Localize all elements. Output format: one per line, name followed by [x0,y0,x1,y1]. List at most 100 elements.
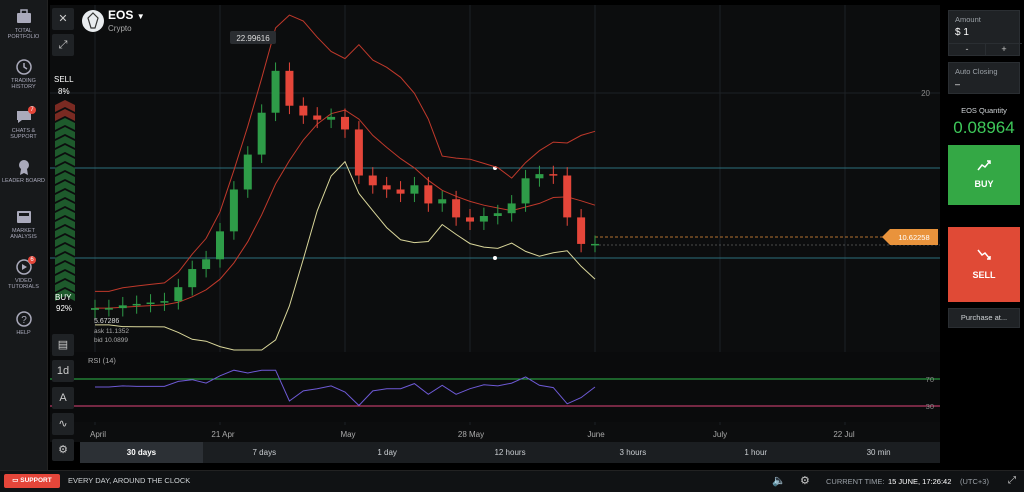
buy-sentiment-percent: 92% [56,304,73,313]
fullscreen-icon[interactable]: ⤢ [1008,475,1016,486]
x-axis-label: May [340,430,355,439]
candle-body [410,185,419,194]
candle-body [563,175,572,218]
sentiment-chevron [55,163,75,175]
sentiment-chevron [55,127,75,139]
candle-body [507,203,516,214]
timeframe-bar: 30 days 7 days 1 day 12 hours 3 hours 1 … [80,442,940,463]
candle-body [243,154,252,190]
sentiment-chevron [55,208,75,220]
candle-body [591,243,599,246]
timeframe-3-hours[interactable]: 3 hours [619,448,647,457]
candle-body [118,305,127,309]
buy-button[interactable]: BUY [948,145,1020,205]
sidebar-item-leaderboard[interactable]: LEADER BOARD [0,158,47,184]
sound-icon[interactable]: 🔈 [772,475,786,487]
close-button[interactable]: ✕ [52,8,74,30]
sentiment-chevron [55,100,75,112]
candle-body [452,199,461,218]
sidebar-item-analysis[interactable]: MARKET ANALYSIS [0,208,47,240]
candle-body [160,301,169,303]
sentiment-chevron [55,109,75,121]
timeframe-7-days[interactable]: 7 days [252,448,277,457]
candle-body [479,216,488,222]
expand-icon[interactable]: ⤢ [52,34,74,56]
amount-increase-button[interactable]: + [985,43,1022,56]
video-icon [15,259,32,275]
timeframe-button[interactable]: 1d [52,360,74,382]
candle-body [146,302,155,305]
candle-body [132,303,141,306]
chart-type-icon[interactable]: ▤ [52,334,74,356]
auto-closing-label: Auto Closing [955,67,998,76]
sidebar-item-portfolio[interactable]: TOTAL PORTFOLIO [0,8,47,40]
low-price-label: 5.67286 [94,318,119,325]
candle-body [466,217,474,222]
status-bar: ▭ SUPPORT EVERY DAY, AROUND THE CLOCK 🔈 … [0,470,1024,492]
indicators-icon[interactable]: A [52,387,74,409]
quantity-label: EOS Quantity [961,106,1007,115]
amount-box: Amount $ 1 - + [948,10,1022,56]
sidebar-item-chats[interactable]: 7 CHATS & SUPPORT [0,106,47,140]
video-badge: 6 [28,256,36,264]
rsi-panel [50,352,940,422]
sentiment-chevron [55,154,75,166]
sentiment-chevron [55,118,75,130]
price-chart[interactable]: 22.99616 5.67286 ask 11.1352 bid 10.0899 20 1… [50,5,940,442]
rsi-level-70: 70 [926,375,934,384]
auto-closing-box[interactable]: Auto Closing – [948,62,1020,94]
support-tagline: EVERY DAY, AROUND THE CLOCK [68,476,191,485]
asset-selector[interactable]: EOS ▼ [108,8,145,22]
candle-body [577,217,586,244]
amount-input[interactable]: $ 1 [955,27,969,38]
current-time-label: CURRENT TIME: [826,477,885,486]
sentiment-chevron [55,226,75,238]
drawing-tools-icon[interactable]: ∿ [52,413,74,435]
support-label: SUPPORT [20,477,52,484]
support-button[interactable]: ▭ SUPPORT [4,474,60,488]
sidebar-item-label: VIDEO TUTORIALS [8,278,39,290]
analysis-icon [16,211,31,223]
rsi-line [95,369,596,407]
candle-body [229,189,238,232]
purchase-at-button[interactable]: Purchase at... [948,308,1020,328]
sentiment-chevron [55,190,75,202]
candle-body [285,70,294,106]
candle-body [174,287,183,302]
asset-name: EOS [108,8,134,22]
sell-button[interactable]: SELL [948,227,1020,302]
sidebar-item-video[interactable]: 6 VIDEO TUTORIALS [0,256,47,290]
current-time-value: 15 JUNE, 17:26:42 [888,477,952,486]
timezone-label: (UTC+3) [960,477,989,486]
sidebar-item-help[interactable]: ? HELP [0,310,47,336]
svg-text:?: ? [21,315,27,326]
timeframe-1-day[interactable]: 1 day [377,448,397,457]
sidebar-item-label: TOTAL PORTFOLIO [7,28,40,40]
candle-body [368,175,377,186]
candle-body [271,70,280,113]
timeframe-30-min[interactable]: 30 min [866,448,891,457]
current-price-tag [882,229,938,245]
timeframe-30-days[interactable]: 30 days [80,442,203,463]
candle-body [313,115,322,120]
briefcase-icon [16,9,31,23]
buy-sentiment-label: BUY [55,293,72,302]
support-handle [493,256,497,260]
timeframe-12-hours[interactable]: 12 hours [494,448,526,457]
candle-body [549,174,558,176]
x-axis-label: 21 Apr [211,430,234,439]
amount-decrease-button[interactable]: - [949,43,985,56]
candle-body [91,308,99,310]
settings-icon[interactable]: ⚙ [800,475,810,487]
candle-body [354,129,363,176]
sentiment-chevron [55,253,75,265]
sentiment-chevron [55,289,75,301]
chart-area[interactable]: 22.99616 5.67286 ask 11.1352 bid 10.0899 20 1… [50,5,940,442]
help-icon: ? [15,311,32,327]
settings-icon[interactable]: ⚙ [52,439,74,461]
bollinger-upper-band [95,14,596,292]
sidebar-item-history[interactable]: TRADING HISTORY [0,58,47,90]
sentiment-chevron [55,145,75,157]
timeframe-1-hour[interactable]: 1 hour [744,448,768,457]
trade-panel: Amount $ 1 - + Auto Closing – EOS Quanti… [948,10,1022,328]
